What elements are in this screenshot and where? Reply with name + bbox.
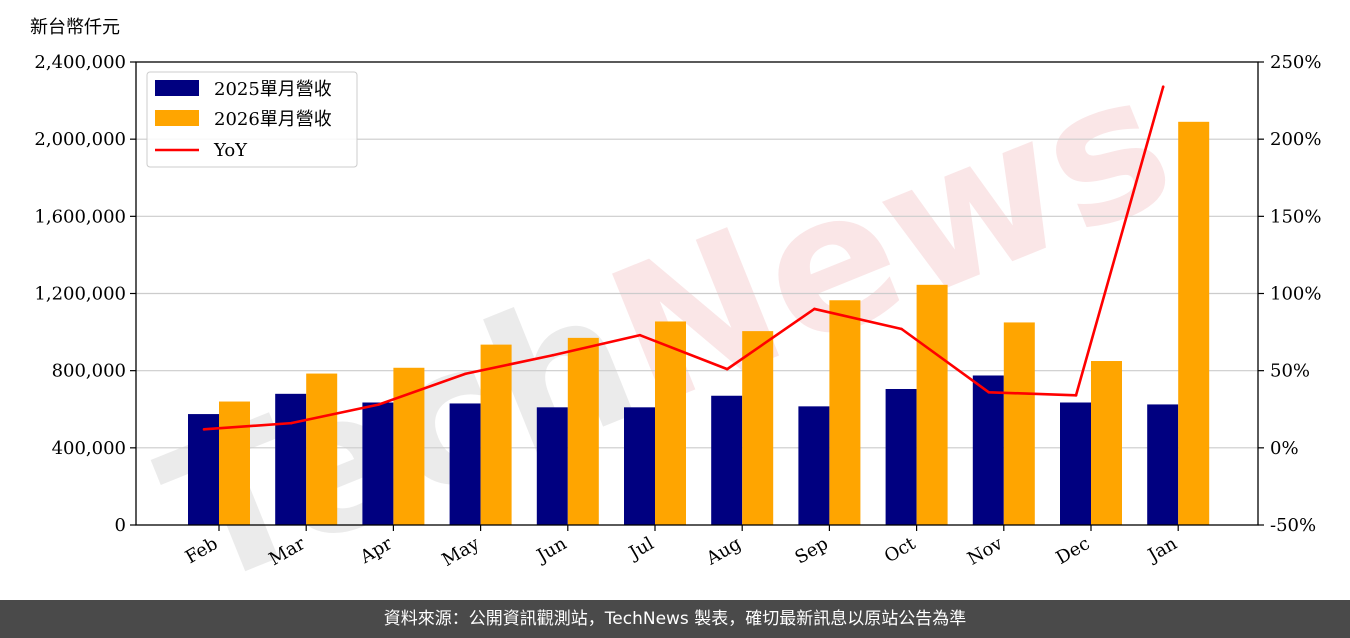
bar-2026 [1091, 361, 1122, 525]
bar-2025 [536, 407, 568, 525]
legend: 2025單月營收 2026單月營收 YoY [146, 71, 358, 168]
yoy-point [289, 421, 293, 425]
yoy-point [638, 333, 642, 337]
legend-swatch-2025 [155, 80, 199, 96]
bar-2025 [275, 393, 307, 525]
yoy-point [202, 428, 206, 431]
yoy-point [377, 403, 380, 406]
bar-2026 [480, 344, 512, 525]
x-tick-label: Jan [1143, 533, 1181, 567]
left-tick-label: 800,000 [52, 361, 126, 382]
revenue-chart: TechNews 0400,000800,0001,200,0001,600,0… [30, 17, 1321, 600]
yoy-point [464, 372, 467, 376]
x-tick-label: Jun [532, 533, 571, 568]
bar-2025 [188, 414, 219, 525]
bar-2026 [655, 321, 686, 525]
yoy-point [725, 367, 729, 371]
x-tick-label: Dec [1053, 533, 1094, 569]
yoy-point [1161, 85, 1165, 88]
bar-2026 [829, 300, 861, 525]
bar-2025 [1147, 404, 1179, 525]
bar-2025 [798, 406, 830, 525]
bar-2026 [219, 401, 250, 525]
legend-label-yoy: YoY [213, 140, 248, 161]
bar-2026 [567, 337, 599, 525]
right-axis: -50% 0% 50% 100% 150% 200% 250% [1258, 52, 1321, 536]
bar-2025 [362, 402, 394, 525]
left-tick-label: 1,600,000 [34, 206, 126, 227]
x-tick-label: Sep [792, 533, 832, 568]
bar-2025 [711, 395, 743, 525]
right-tick-label: 100% [1270, 284, 1321, 305]
left-tick-label: 2,000,000 [34, 129, 126, 150]
left-axis: 0 400,000 800,000 1,200,000 1,600,000 2,000,0… [34, 52, 136, 536]
right-tick-label: 50% [1270, 361, 1310, 382]
bar-2026 [916, 284, 948, 525]
bar-2025 [885, 388, 917, 525]
right-tick-label: 150% [1270, 206, 1321, 227]
legend-label-2026: 2026單月營收 [214, 109, 332, 130]
yoy-point [900, 327, 903, 331]
y-unit-label: 新台幣仟元 [30, 17, 120, 38]
right-tick-label: 250% [1270, 52, 1321, 73]
x-tick-label: Aug [702, 533, 745, 570]
yoy-point [813, 307, 816, 311]
bar-2026 [1178, 121, 1210, 525]
left-tick-label: 2,400,000 [34, 52, 126, 73]
bar-2026 [742, 331, 774, 525]
x-tick-label: Nov [964, 533, 1007, 570]
right-tick-label: -50% [1270, 515, 1316, 536]
legend-swatch-2026 [155, 110, 199, 126]
x-tick-label: Jul [624, 533, 658, 565]
source-footer: 資料來源：公開資訊觀測站，TechNews 製表，確切最新訊息以原站公告為準 [0, 600, 1350, 638]
yoy-line [203, 86, 1165, 431]
bar-2025 [972, 375, 1004, 525]
bar-2026 [1003, 322, 1035, 525]
left-tick-label: 0 [115, 515, 126, 536]
x-tick-label: Oct [881, 533, 920, 568]
bar-2026 [306, 373, 338, 525]
yoy-line-group [202, 85, 1165, 431]
bars [188, 121, 1210, 525]
legend-label-2025: 2025單月營收 [214, 79, 332, 100]
bar-2025 [1060, 402, 1091, 525]
yoy-point [551, 353, 555, 357]
left-tick-label: 400,000 [52, 438, 126, 459]
bar-2025 [624, 407, 655, 525]
yoy-point [987, 390, 991, 394]
right-tick-label: 0% [1270, 438, 1299, 459]
right-tick-label: 200% [1270, 129, 1321, 150]
legend-box [146, 71, 358, 168]
bar-2025 [449, 403, 481, 525]
yoy-point [1074, 394, 1078, 397]
left-tick-label: 1,200,000 [34, 284, 126, 305]
